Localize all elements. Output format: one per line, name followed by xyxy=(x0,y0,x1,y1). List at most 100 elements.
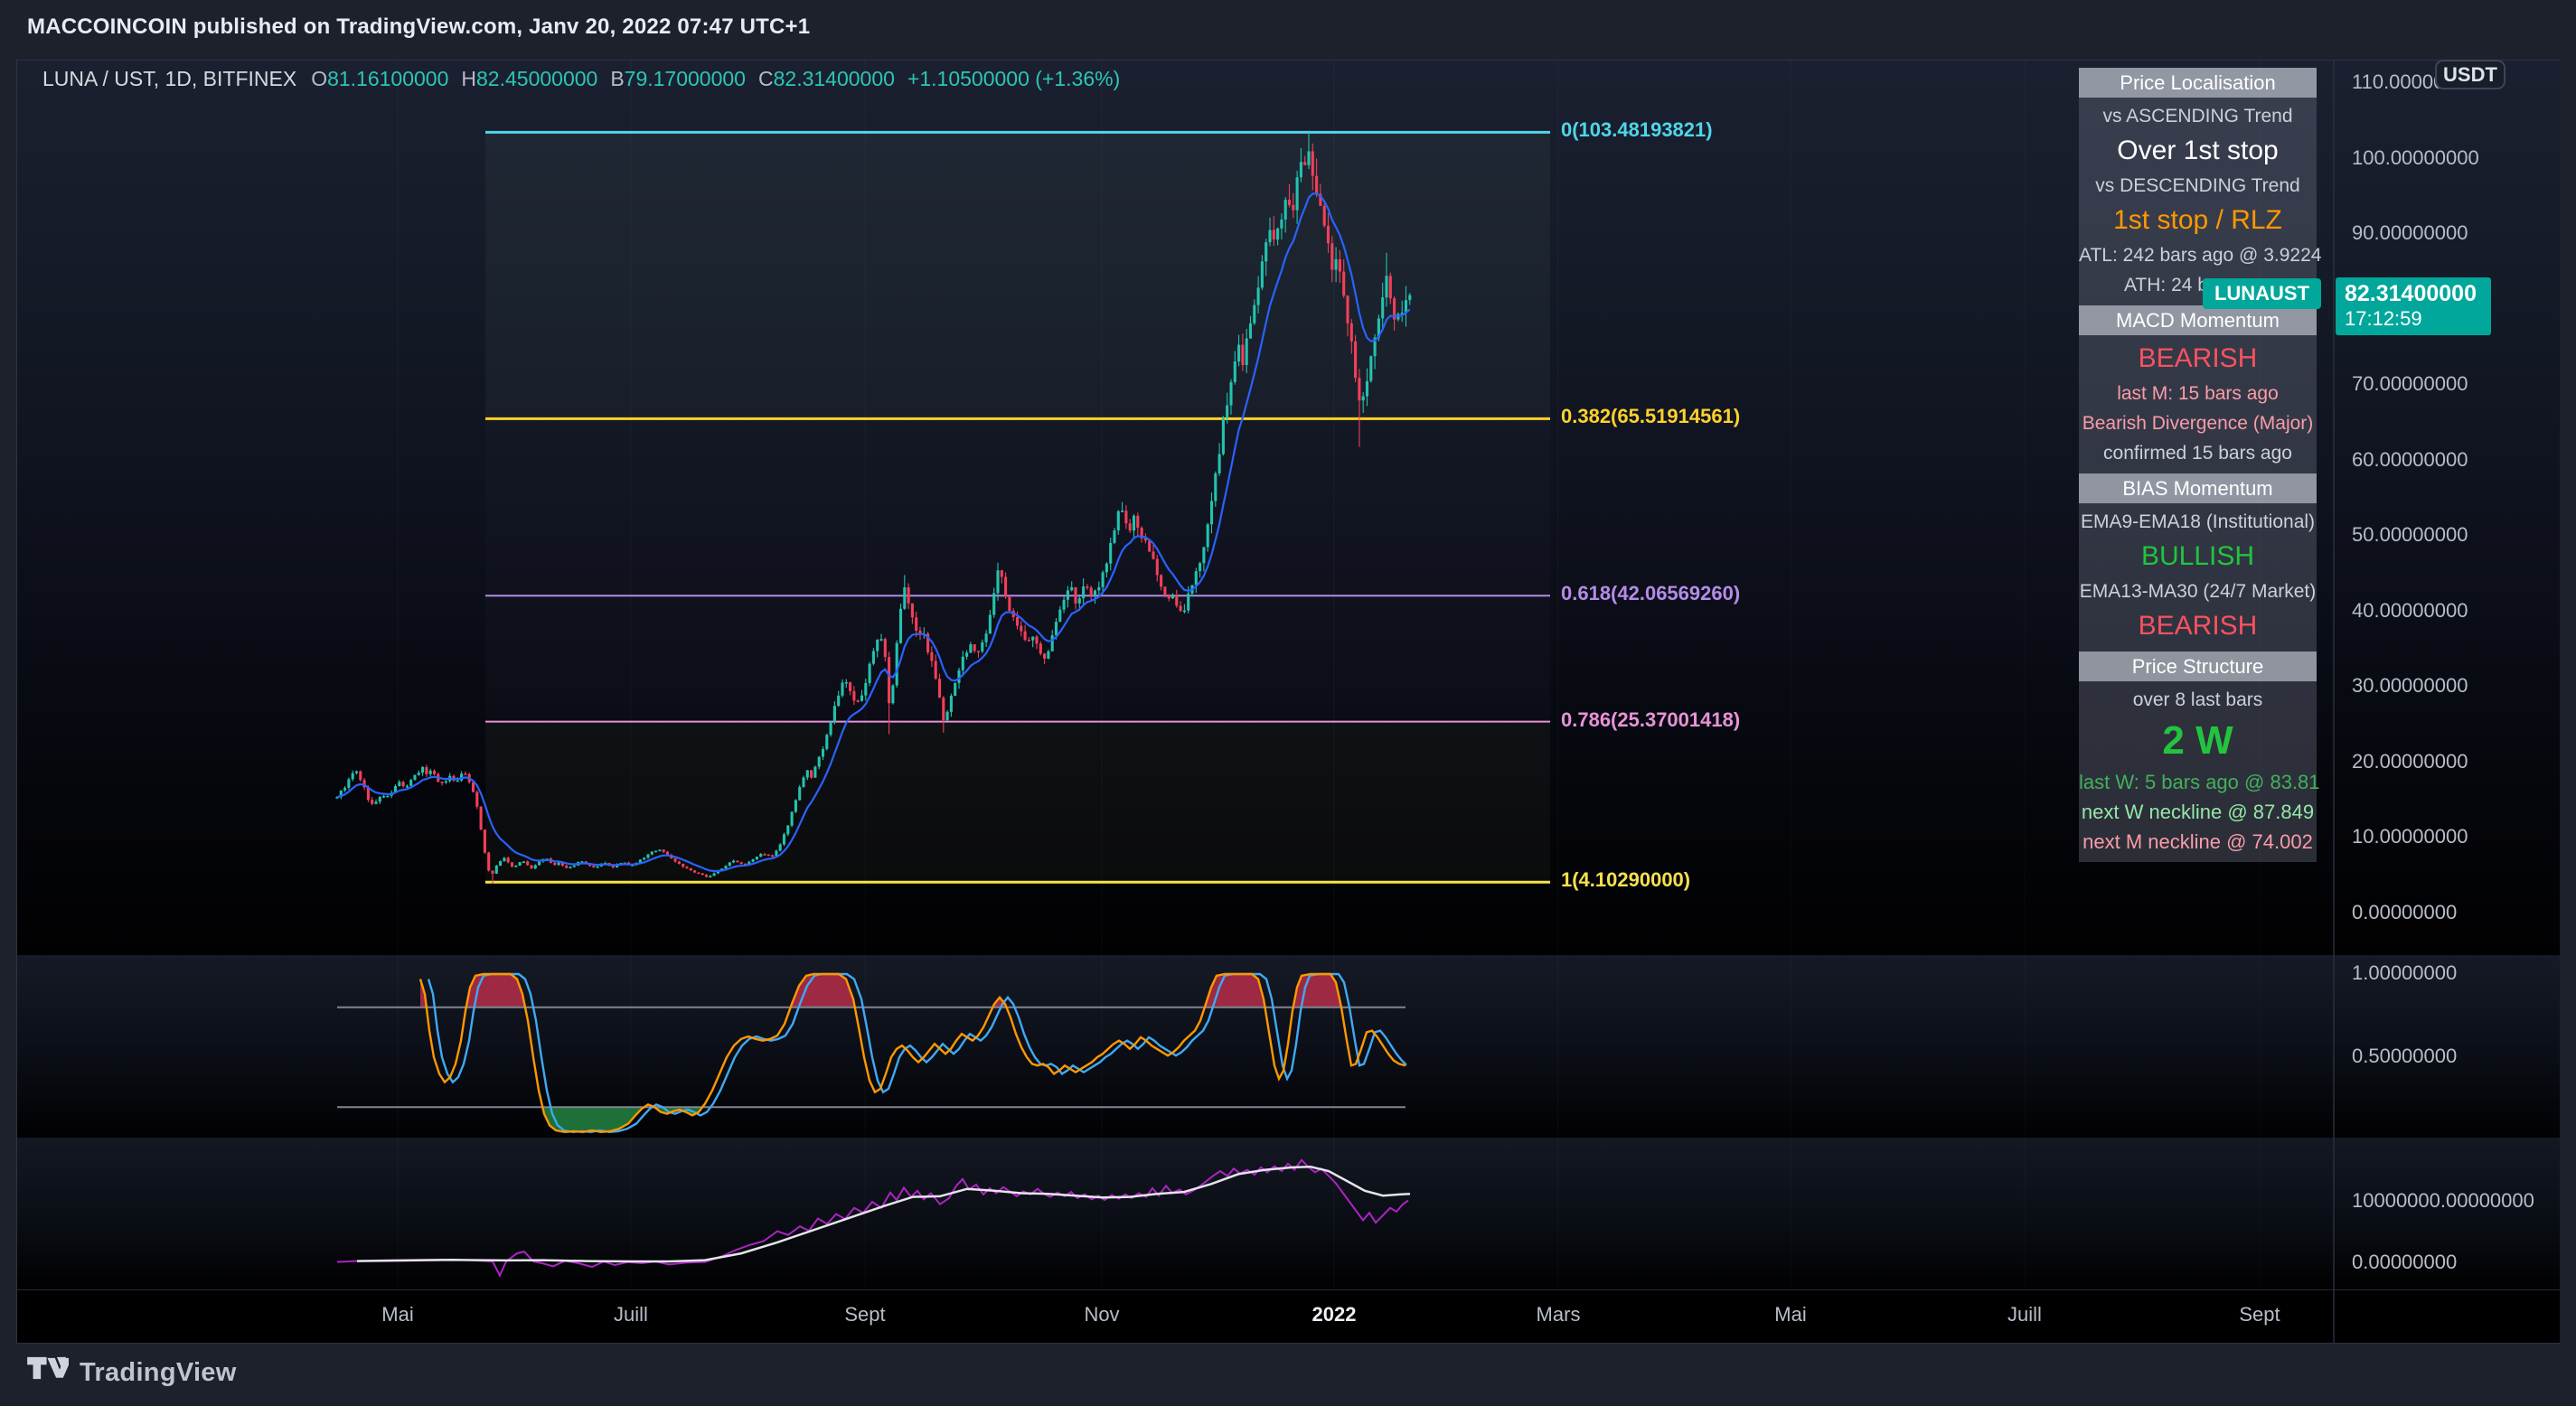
currency-toggle-button[interactable]: USDT xyxy=(2435,60,2505,89)
panel-section-header: BIAS Momentum xyxy=(2079,473,2317,503)
footer: TradingView xyxy=(27,1354,237,1391)
candle-body xyxy=(557,862,560,866)
candle-body xyxy=(464,773,467,775)
candle-body xyxy=(471,782,475,792)
stoch-tick: 0.50000000 xyxy=(2352,1045,2458,1067)
candle-body xyxy=(440,782,444,783)
candle-body xyxy=(643,858,646,860)
candle-body xyxy=(491,870,494,874)
candle-body xyxy=(444,781,447,783)
candle-body xyxy=(362,780,366,788)
price-tick: 30.00000000 xyxy=(2352,674,2468,697)
candle-body xyxy=(1066,590,1069,600)
candle-body xyxy=(1334,258,1338,270)
candle-body xyxy=(371,800,374,804)
candle-body xyxy=(1400,313,1404,314)
candle-body xyxy=(1160,575,1163,587)
stoch-tick: 1.00000000 xyxy=(2352,961,2458,984)
candle-body xyxy=(638,859,642,863)
symbol-title: LUNA / UST, 1D, BITFINEX xyxy=(42,67,297,90)
candle-body xyxy=(1023,631,1027,641)
candle-body xyxy=(1408,295,1412,301)
candle-body xyxy=(339,790,343,798)
candle-body xyxy=(405,785,409,788)
candle-body xyxy=(856,700,860,702)
candle-body xyxy=(1170,595,1175,599)
candle-body xyxy=(915,617,918,631)
candle-body xyxy=(1217,454,1221,473)
candle-body xyxy=(1221,417,1225,455)
candle-body xyxy=(1358,378,1361,401)
candle-body xyxy=(1245,338,1248,366)
candle-body xyxy=(359,771,362,781)
candle-body xyxy=(700,873,704,876)
candle-body xyxy=(976,651,981,652)
countdown-timer: 17:12:59 xyxy=(2345,307,2422,330)
panel-row: BEARISH xyxy=(2138,611,2258,641)
candle-body xyxy=(494,865,498,874)
candle-body xyxy=(685,867,689,868)
change-value: +1.10500000 (+1.36%) xyxy=(907,67,1121,90)
ohlc-value: 82.31400000 xyxy=(773,67,895,90)
candle-body xyxy=(1043,653,1047,659)
candle-body xyxy=(981,642,984,651)
panel-section-body: EMA9-EMA18 (Institutional) BULLISH EMA13-M… xyxy=(2079,503,2317,651)
candle-body xyxy=(682,864,685,867)
candle-body xyxy=(1393,298,1396,320)
candle-body xyxy=(766,854,770,857)
candle-body xyxy=(658,849,662,851)
candle-body xyxy=(417,773,420,775)
candle-body xyxy=(378,796,381,802)
panel-row: vs ASCENDING Trend xyxy=(2102,106,2293,127)
candle-body xyxy=(724,866,728,869)
candle-body xyxy=(813,766,817,778)
candle-body xyxy=(805,770,809,778)
price-tick: 40.00000000 xyxy=(2352,598,2468,622)
candle-body xyxy=(1000,570,1003,577)
candle-body xyxy=(646,854,650,858)
candle-body xyxy=(1109,542,1113,564)
candle-body xyxy=(704,875,709,877)
candle-body xyxy=(898,608,903,643)
candle-body xyxy=(891,685,895,704)
candle-body xyxy=(759,854,763,858)
candle-body xyxy=(413,774,417,780)
candle-body xyxy=(860,695,864,701)
candle-body xyxy=(961,656,964,670)
time-axis[interactable] xyxy=(17,1289,2560,1343)
candle-body xyxy=(942,698,945,721)
stoch-oversold-fill xyxy=(420,1107,1406,1132)
price-tick: 10.00000000 xyxy=(2352,825,2468,848)
candle-body xyxy=(709,876,712,877)
candle-body xyxy=(1253,305,1256,323)
candle-body xyxy=(1381,297,1385,319)
candle-body xyxy=(697,872,700,875)
stoch-main-line xyxy=(418,972,1406,1134)
candle-body xyxy=(335,797,339,799)
candle-body xyxy=(374,801,378,804)
candle-body xyxy=(1050,635,1054,651)
candle-body xyxy=(949,695,953,712)
price-pane[interactable] xyxy=(17,61,2560,955)
candle-body xyxy=(1311,151,1314,176)
candle-body xyxy=(503,858,506,862)
candle-body xyxy=(1116,511,1120,530)
candle-body xyxy=(825,735,829,749)
candle-body xyxy=(934,661,937,680)
candle-body xyxy=(1047,651,1050,659)
candle-body xyxy=(1319,193,1322,206)
candle-body xyxy=(650,851,653,855)
fib-level-label: 0.618(42.06569260) xyxy=(1561,582,1741,605)
candle-body xyxy=(1377,318,1380,338)
candle-body xyxy=(1128,523,1132,531)
candle-body xyxy=(910,603,914,618)
candle-body xyxy=(778,844,782,851)
volume-tick: 0.00000000 xyxy=(2352,1251,2458,1273)
candle-body xyxy=(510,862,514,867)
candle-body xyxy=(832,706,836,722)
fib-band xyxy=(485,418,1550,595)
candle-body xyxy=(945,711,949,721)
candle-body xyxy=(829,721,832,736)
